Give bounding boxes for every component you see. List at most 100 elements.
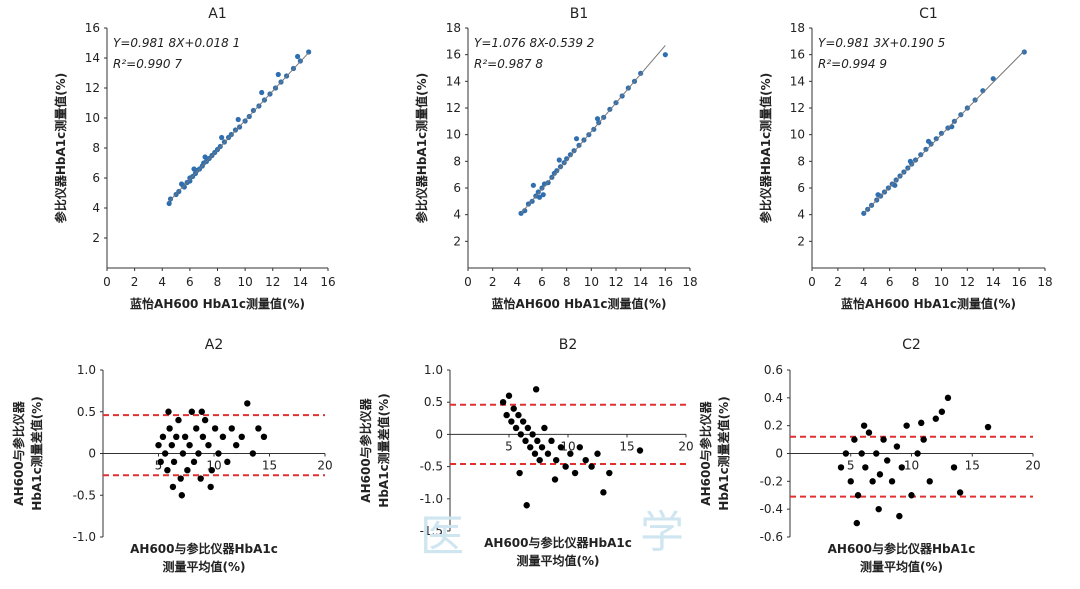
data-point <box>255 425 262 432</box>
data-point <box>538 444 546 451</box>
y-axis-title: HbA1c测量差值(%) <box>376 393 391 507</box>
regression-line <box>168 52 310 202</box>
data-point <box>908 492 915 499</box>
data-point <box>536 194 543 200</box>
data-point <box>510 405 517 412</box>
data-point <box>191 166 197 172</box>
r-squared-label: R²=0.990 7 <box>113 57 182 71</box>
data-point <box>166 200 172 207</box>
data-point <box>869 478 876 485</box>
data-point <box>990 76 996 82</box>
data-point <box>173 433 180 440</box>
data-point <box>847 478 854 485</box>
data-point <box>920 436 927 443</box>
y-tick-label: -1.5 <box>420 524 443 538</box>
y-tick-label: 2 <box>92 231 100 245</box>
y-tick-label: -0.4 <box>760 502 783 516</box>
data-point <box>503 411 510 419</box>
data-point <box>564 156 570 162</box>
y-tick-label: 14 <box>446 74 461 88</box>
data-point <box>244 400 251 407</box>
y-tick-label: 12 <box>790 101 805 115</box>
x-tick-label: 8 <box>214 275 222 289</box>
data-point <box>880 436 887 443</box>
data-point <box>233 441 240 449</box>
y-tick-label: 8 <box>797 154 805 168</box>
x-axis-title: 测量平均值(%) <box>517 553 600 568</box>
data-point <box>534 437 541 445</box>
x-tick-label: 4 <box>158 275 166 289</box>
x-tick-label: 18 <box>1037 275 1052 289</box>
y-tick-label: 1.0 <box>424 363 443 377</box>
y-tick-label: -0.5 <box>420 460 443 474</box>
data-point <box>167 196 174 202</box>
x-tick-label: 6 <box>538 275 546 289</box>
data-point <box>898 464 905 471</box>
data-point <box>636 447 644 454</box>
x-tick-label: 4 <box>514 275 522 289</box>
data-point <box>155 441 162 449</box>
chart-title: C1 <box>919 6 938 22</box>
data-point <box>884 457 891 464</box>
y-tick-label: 6 <box>453 181 461 195</box>
data-point <box>557 444 565 451</box>
data-point <box>854 492 862 499</box>
data-point <box>211 425 219 432</box>
y-tick-label: 0.5 <box>77 405 96 419</box>
x-axis-title: 蓝怡AH600 HbA1c测量值(%) <box>841 296 1016 311</box>
data-point <box>260 433 268 440</box>
y-tick-label: 2 <box>797 234 805 248</box>
data-point <box>862 464 869 471</box>
y-tick-label: 16 <box>446 48 461 62</box>
data-point <box>918 152 924 158</box>
data-point <box>562 463 569 470</box>
data-point <box>508 418 515 425</box>
data-point <box>551 476 559 483</box>
y-tick-label: 8 <box>92 141 100 155</box>
data-point <box>166 425 173 432</box>
data-point <box>168 441 176 449</box>
y-tick-label: -1.0 <box>73 530 96 544</box>
x-tick-label: 20 <box>1025 459 1040 473</box>
y-tick-label: 14 <box>85 51 100 65</box>
x-tick-label: 12 <box>265 275 280 289</box>
data-point <box>161 450 169 457</box>
y-tick-label: -0.2 <box>760 474 783 488</box>
data-point <box>873 450 880 457</box>
data-point <box>532 386 540 393</box>
x-tick-label: 6 <box>186 275 194 289</box>
data-point <box>512 424 520 432</box>
data-point <box>1021 49 1027 55</box>
x-tick-label: 12 <box>960 275 975 289</box>
data-point <box>853 519 861 527</box>
x-tick-label: 4 <box>860 275 868 289</box>
y-axis-title: HbA1c测量差值(%) <box>716 396 731 510</box>
y-tick-label: 0.2 <box>764 419 783 433</box>
data-point <box>184 467 191 474</box>
data-point <box>553 456 560 464</box>
data-point <box>950 464 958 471</box>
y-tick-label: 10 <box>446 128 461 142</box>
y-tick-label: 10 <box>85 111 100 125</box>
y-axis-title: HbA1c测量差值(%) <box>29 396 44 510</box>
x-tick-label: 16 <box>320 275 335 289</box>
regression-equation: Y=1.076 8X-0.539 2 <box>474 36 594 50</box>
x-tick-label: 2 <box>489 275 497 289</box>
y-tick-label: 14 <box>790 74 805 88</box>
data-point <box>219 433 227 440</box>
x-tick-label: 8 <box>912 275 920 289</box>
data-point <box>865 429 873 436</box>
y-tick-label: 18 <box>790 21 805 35</box>
x-tick-label: 0 <box>808 275 816 289</box>
data-point <box>923 146 929 152</box>
data-point <box>198 408 205 415</box>
x-tick-label: 12 <box>608 275 623 289</box>
y-tick-label: 0.5 <box>424 395 443 409</box>
x-tick-label: 10 <box>934 275 949 289</box>
data-point <box>295 53 301 60</box>
data-point <box>544 450 552 457</box>
y-tick-label: -0.5 <box>73 488 96 502</box>
data-point <box>892 182 898 188</box>
data-point <box>531 450 539 457</box>
r-squared-label: R²=0.994 9 <box>818 57 887 71</box>
